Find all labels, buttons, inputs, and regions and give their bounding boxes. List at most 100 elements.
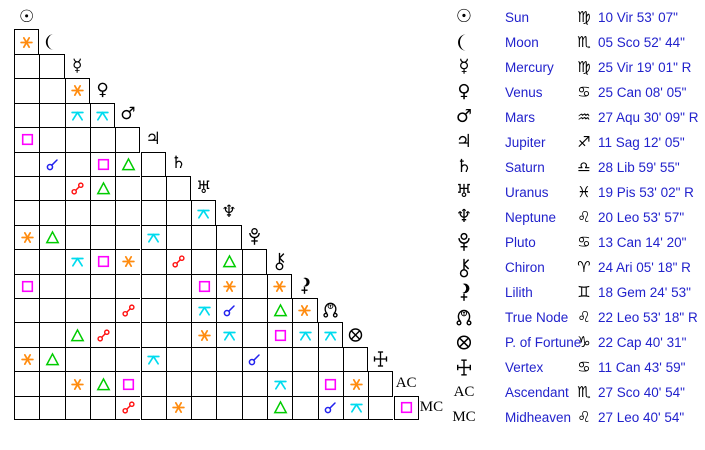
- square-aspect-icon: [96, 157, 111, 172]
- aspect-cell-ascendant-moon: [39, 371, 65, 396]
- sextile-aspect-icon: [222, 279, 237, 294]
- planet-position: 19 Pis 53' 02" R: [598, 184, 694, 200]
- opposition-aspect-icon: [171, 254, 186, 269]
- planet-position: 22 Leo 53' 18" R: [598, 309, 698, 325]
- sextile-aspect-icon: [197, 328, 212, 343]
- aries-icon: ♈: [577, 258, 591, 276]
- planet-symbol-cell: [448, 330, 480, 355]
- capricorn-icon: ♑: [577, 333, 591, 351]
- planet-position: 25 Can 08' 05": [598, 84, 687, 100]
- planet-position: 27 Aqu 30' 09" R: [598, 109, 699, 125]
- sagittarius-icon: ♐: [577, 133, 591, 151]
- aspect-cell-lilith-venus: [89, 273, 116, 299]
- planet-name: Uranus: [505, 184, 549, 200]
- aspect-cell-vertex-uranus: [191, 346, 217, 372]
- quincunx-aspect-icon: [146, 352, 161, 367]
- aspect-cell-pluto-mercury: [64, 224, 90, 250]
- planet-name: Jupiter: [505, 134, 546, 150]
- planet-row-midheaven: MC Midheaven ♌ 27 Leo 40' 54": [448, 405, 705, 430]
- aspect-cell-ascendant-neptune: [216, 371, 242, 396]
- aspect-cell-neptune-saturn: [165, 200, 192, 225]
- aspect-cell-true-node-neptune: [216, 298, 242, 323]
- aspect-cell-uranus-mars: [115, 175, 141, 201]
- ascendant-label: AC: [395, 375, 417, 391]
- planet-row-venus: ♀ Venus ♋ 25 Can 08' 05": [448, 80, 705, 105]
- conjunction-aspect-icon: [323, 400, 338, 415]
- aspect-cell-venus-mercury: [64, 78, 90, 103]
- aspect-cell-chiron-neptune: [216, 249, 242, 274]
- grid-diagonal-saturn: ♄: [166, 152, 191, 176]
- grid-diagonal-chiron: [267, 249, 292, 273]
- quincunx-aspect-icon: [273, 377, 288, 392]
- aspect-cell-neptune-sun: [14, 200, 40, 225]
- true-node-icon: [455, 307, 473, 328]
- cancer-icon: ♋: [577, 233, 591, 251]
- sextile-aspect-icon: [70, 83, 85, 98]
- aspect-cell-vertex-moon: [39, 346, 65, 372]
- planet-name: Neptune: [505, 209, 557, 225]
- aspect-cell-vertex-true-node: [317, 346, 343, 372]
- pluto-icon: [247, 227, 262, 247]
- uranus-icon: ♅: [196, 177, 212, 198]
- planet-name: Pluto: [505, 234, 536, 250]
- aspect-cell-midheaven-moon: [39, 395, 65, 421]
- gemini-icon: ♊: [577, 283, 591, 301]
- aspect-cell-ascendant-venus: [89, 371, 116, 396]
- aspect-cell-ascendant-uranus: [191, 371, 217, 396]
- ascendant-label: AC: [453, 383, 475, 400]
- planet-name: Moon: [505, 34, 539, 50]
- planet-symbol-cell: [448, 30, 480, 55]
- aspect-cell-chiron-uranus: [191, 249, 217, 274]
- aspect-cell-jupiter-moon: [39, 127, 65, 152]
- scorpio-icon: ♏: [577, 33, 591, 51]
- trine-aspect-icon: [222, 254, 237, 269]
- square-aspect-icon: [20, 132, 35, 147]
- aspect-cell-pluto-venus: [89, 224, 116, 250]
- planet-row-chiron: Chiron ♈ 24 Ari 05' 18" R: [448, 255, 705, 280]
- aspect-cell-vertex-venus: [89, 346, 116, 372]
- aspect-cell-lilith-mercury: [64, 273, 90, 299]
- grid-diagonal-midheaven: MC: [419, 396, 444, 420]
- mercury-icon: ☿: [458, 56, 470, 77]
- planet-symbol-cell: ♀: [448, 80, 480, 105]
- aspect-cell-pluto-uranus: [191, 224, 217, 250]
- leo-icon: ♌: [577, 308, 591, 326]
- scorpio-icon: ♏: [577, 383, 591, 401]
- aspect-cell-uranus-mercury: [64, 175, 90, 201]
- trine-aspect-icon: [96, 376, 111, 392]
- neptune-icon: ♆: [455, 206, 473, 227]
- midheaven-label: MC: [419, 399, 444, 416]
- planet-row-ascendant: AC Ascendant ♏ 27 Sco 40' 54": [448, 380, 705, 405]
- cancer-icon: ♋: [577, 358, 591, 376]
- aspect-cell-vertex-lilith: [292, 346, 318, 372]
- aspect-cell-true-node-moon: [39, 298, 65, 323]
- planet-name: Vertex: [505, 359, 544, 375]
- jupiter-icon: ♃: [455, 131, 473, 152]
- aspect-cell-jupiter-mercury: [64, 127, 90, 152]
- aspect-cell-true-node-sun: [14, 298, 40, 323]
- planet-row-saturn: ♄ Saturn ♎ 28 Lib 59' 55": [448, 155, 705, 180]
- opposition-aspect-icon: [121, 303, 136, 318]
- chiron-icon: [272, 251, 287, 271]
- grid-diagonal-mercury: ☿: [65, 54, 90, 78]
- quincunx-aspect-icon: [146, 230, 161, 245]
- grid-diagonal-uranus: ♅: [191, 176, 216, 200]
- planet-row-uranus: ♅ Uranus ♓ 19 Pis 53' 02" R: [448, 180, 705, 205]
- mars-icon: ♂: [455, 106, 473, 127]
- pisces-icon: ♓: [577, 183, 591, 201]
- planet-row-mercury: ☿ Mercury ♍ 25 Vir 19' 01" R: [448, 55, 705, 80]
- aspect-cell-ascendant-pluto: [241, 371, 267, 396]
- aspect-cell-vertex-mercury: [64, 346, 90, 372]
- aspect-cell-jupiter-sun: [14, 127, 40, 152]
- aspect-cell-fortune-uranus: [191, 322, 217, 347]
- jupiter-icon: ♃: [145, 128, 161, 149]
- aspect-cell-pluto-sun: [14, 224, 40, 250]
- venus-icon: ♀: [96, 79, 109, 100]
- aspect-cell-mars-venus: [89, 102, 116, 128]
- planet-symbol-cell: ♅: [448, 180, 480, 205]
- square-aspect-icon: [20, 279, 35, 294]
- aspect-cell-ascendant-sun: [14, 371, 40, 396]
- aspect-cell-mars-mercury: [64, 102, 90, 128]
- aspect-cell-vertex-mars: [115, 346, 141, 372]
- aspect-cell-saturn-sun: [14, 151, 40, 176]
